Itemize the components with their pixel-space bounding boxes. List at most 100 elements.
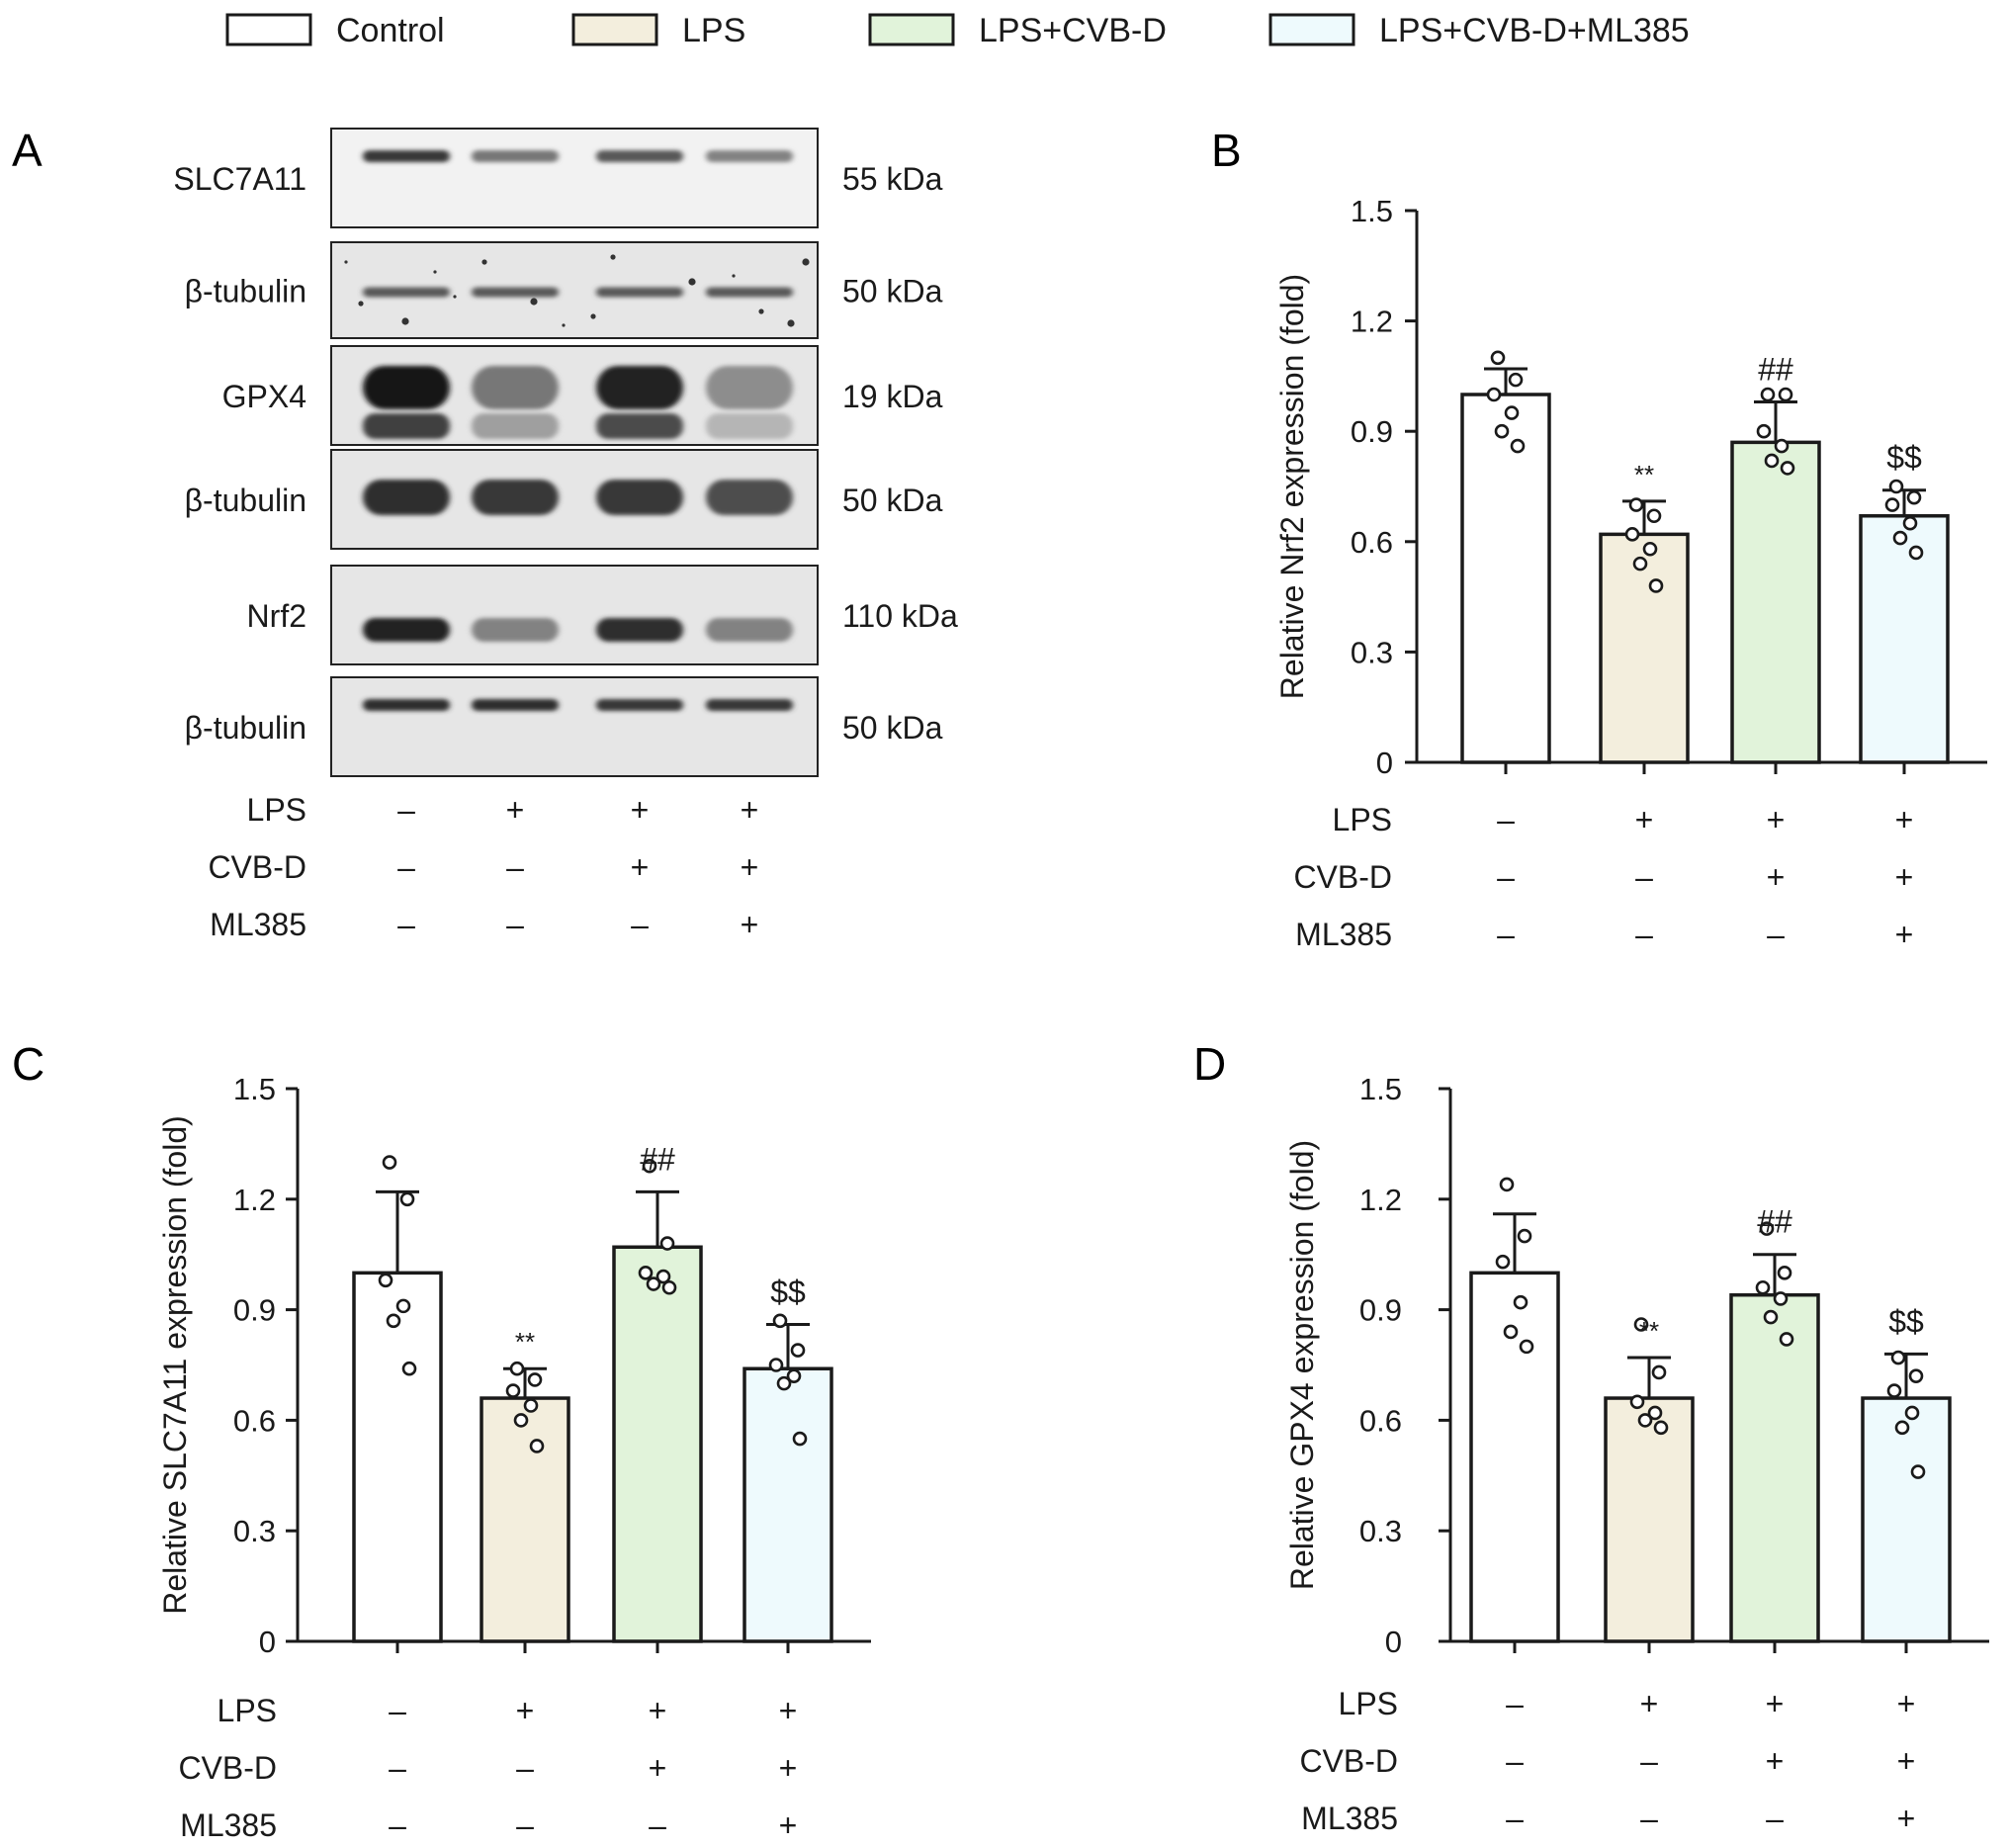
data-point [1517, 1228, 1532, 1244]
condition-sign: + [1767, 802, 1786, 837]
significance-label: ** [1634, 460, 1654, 489]
data-point [529, 1439, 545, 1453]
condition-sign: – [389, 1807, 406, 1843]
blot-band-secondary [596, 413, 683, 439]
y-tick-label: 1.2 [1359, 1183, 1402, 1217]
blot-band-secondary [706, 413, 793, 439]
blot-size-label: 19 kDa [842, 379, 943, 414]
blot-band [706, 699, 793, 711]
condition-sign: – [649, 1807, 666, 1843]
blot-speck [802, 258, 810, 266]
data-point [659, 1236, 675, 1251]
blot-speck [688, 278, 696, 286]
condition-sign: – [516, 1807, 534, 1843]
blot-band [706, 366, 793, 409]
blot-band [472, 150, 559, 162]
condition-sign: – [1640, 1801, 1658, 1836]
legend-swatch [1268, 13, 1355, 46]
condition-sign: + [1895, 917, 1914, 952]
data-point [1902, 515, 1918, 531]
blot-size-label: 55 kDa [842, 161, 943, 197]
condition-label: LPS [1339, 1686, 1398, 1721]
data-point [1646, 508, 1662, 524]
data-point [1647, 1405, 1663, 1421]
blot-condition-sign: + [631, 849, 650, 885]
y-tick-label: 1.5 [233, 1072, 276, 1106]
blot-band [596, 287, 683, 298]
blot-condition-sign: + [631, 792, 650, 828]
bar [612, 1245, 703, 1643]
bar [742, 1366, 833, 1643]
condition-sign: – [1767, 917, 1785, 952]
blot-speck [610, 254, 616, 260]
data-point [399, 1191, 415, 1207]
data-point [772, 1313, 788, 1329]
blot-condition-label: CVB-D [208, 849, 306, 885]
data-point [1632, 556, 1648, 572]
legend-label: LPS [682, 12, 745, 49]
data-point [1778, 387, 1793, 402]
condition-sign: + [1895, 802, 1914, 837]
blot-size-label: 50 kDa [842, 274, 943, 309]
condition-sign: + [516, 1693, 535, 1728]
blot-speck [562, 323, 566, 327]
condition-sign: – [516, 1750, 534, 1786]
blot-band [472, 618, 559, 642]
legend-swatch [225, 13, 312, 46]
blot-band [363, 366, 450, 409]
y-tick-label: 0 [1376, 746, 1393, 780]
blot-speck [453, 295, 457, 299]
y-axis-label: Relative GPX4 expression (fold) [1284, 1140, 1320, 1590]
data-point [1777, 1266, 1792, 1280]
condition-sign: + [779, 1693, 798, 1728]
legend: Control LPS LPS+CVB-D LPS+CVB-D+ML385 [225, 12, 1690, 49]
blot-size-label: 50 kDa [842, 483, 943, 518]
condition-label: CVB-D [1293, 859, 1392, 895]
y-tick-label: 0.3 [1351, 635, 1393, 669]
blot-band [472, 366, 559, 409]
blot-speck [358, 301, 364, 307]
legend-label: LPS+CVB-D [979, 12, 1167, 49]
condition-label: ML385 [1295, 917, 1392, 952]
blot-speck [433, 270, 437, 274]
y-tick-label: 0.3 [233, 1514, 276, 1548]
y-tick-label: 0.9 [233, 1293, 276, 1328]
y-tick-label: 1.5 [1359, 1072, 1402, 1106]
chart-slc7a11: 0 0.3 0.6 0.9 1.2 1.5 Relative SLC7A11 express… [157, 1072, 871, 1843]
blot-protein-label: β-tubulin [185, 483, 306, 518]
data-point [768, 1358, 784, 1372]
condition-label: ML385 [1301, 1801, 1398, 1836]
data-point [401, 1361, 417, 1376]
blot-band-secondary [363, 413, 450, 439]
blot-band [472, 699, 559, 711]
blot-condition-sign: + [741, 792, 759, 828]
blot-band [472, 287, 559, 298]
data-point [395, 1298, 411, 1314]
condition-label: LPS [218, 1693, 277, 1728]
blot-speck [344, 260, 348, 264]
blot-band [596, 150, 683, 162]
blot-box [330, 565, 819, 665]
blot-protein-label: β-tubulin [185, 274, 306, 309]
data-point [1888, 479, 1904, 494]
blot-protein-label: SLC7A11 [173, 161, 306, 197]
data-point [1894, 1420, 1910, 1436]
data-point [642, 1158, 657, 1174]
data-point [1886, 1383, 1902, 1398]
blot-speck [732, 274, 736, 278]
condition-label: LPS [1333, 802, 1392, 837]
y-tick-label: 0.6 [233, 1403, 276, 1438]
condition-sign: – [1635, 917, 1653, 952]
data-point [527, 1372, 543, 1387]
blot-band [596, 366, 683, 409]
data-point [1508, 372, 1524, 388]
condition-sign: – [1506, 1686, 1524, 1721]
data-point [1494, 423, 1510, 439]
y-tick-label: 0 [1385, 1625, 1402, 1659]
data-point [1503, 1324, 1519, 1340]
bar [1859, 514, 1950, 764]
y-axis-label: Relative SLC7A11 expression (fold) [157, 1115, 193, 1615]
legend-swatch [571, 13, 658, 46]
blot-condition-sign: + [506, 792, 525, 828]
condition-sign: + [1895, 859, 1914, 895]
